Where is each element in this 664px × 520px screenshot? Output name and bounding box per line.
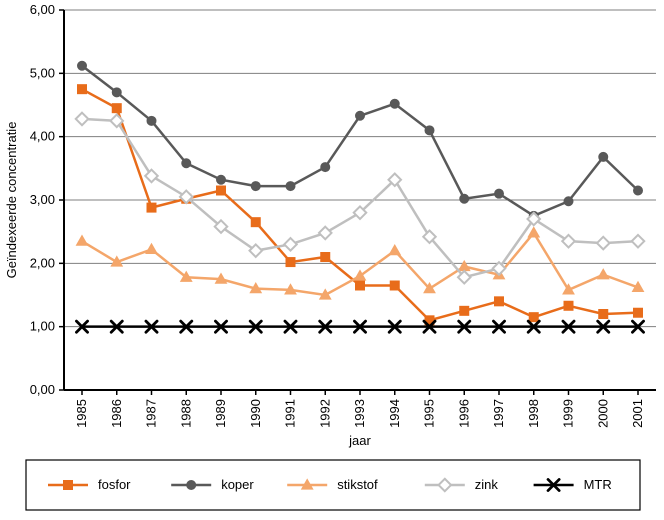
x-tick-label-group: 1985 bbox=[74, 399, 89, 428]
x-tick-label: 1987 bbox=[144, 399, 159, 428]
series-marker bbox=[634, 308, 643, 317]
legend-label: MTR bbox=[584, 477, 612, 492]
x-tick-label-group: 2000 bbox=[595, 399, 610, 428]
series-marker bbox=[460, 194, 469, 203]
y-tick-label: 2,00 bbox=[30, 255, 55, 270]
series-marker bbox=[634, 186, 643, 195]
chart-svg: 0,00 1,00 2,00 3,00 4,00 5,00 6,00 1985 1986 1987… bbox=[0, 0, 664, 520]
series-marker bbox=[251, 218, 260, 227]
x-tick-label: 1989 bbox=[213, 399, 228, 428]
series-marker bbox=[112, 88, 121, 97]
x-tick-label-group: 1997 bbox=[491, 399, 506, 428]
legend-marker bbox=[64, 481, 73, 490]
x-tick-label: 1988 bbox=[178, 399, 193, 428]
series-marker bbox=[147, 203, 156, 212]
x-tick-label-group: 1986 bbox=[109, 399, 124, 428]
x-tick-label-group: 1991 bbox=[283, 399, 298, 428]
series-marker bbox=[147, 116, 156, 125]
y-tick-label: 5,00 bbox=[30, 65, 55, 80]
series-marker bbox=[321, 253, 330, 262]
legend-label: zink bbox=[475, 477, 499, 492]
x-tick-label: 1994 bbox=[387, 399, 402, 428]
series-marker bbox=[529, 313, 538, 322]
x-tick-label: 1986 bbox=[109, 399, 124, 428]
x-tick-label-group: 1996 bbox=[456, 399, 471, 428]
series-marker bbox=[495, 189, 504, 198]
series-marker bbox=[286, 258, 295, 267]
x-tick-label: 2000 bbox=[595, 399, 610, 428]
concentration-line-chart: 0,00 1,00 2,00 3,00 4,00 5,00 6,00 1985 1986 1987… bbox=[0, 0, 664, 520]
y-axis-title: Geïndexeerde concentratie bbox=[4, 122, 19, 279]
x-tick-label: 1998 bbox=[526, 399, 541, 428]
x-axis-title: jaar bbox=[348, 433, 371, 448]
x-tick-label: 1985 bbox=[74, 399, 89, 428]
legend-label: fosfor bbox=[98, 477, 131, 492]
y-tick-label: 6,00 bbox=[30, 2, 55, 17]
series-marker bbox=[599, 152, 608, 161]
series-marker bbox=[182, 159, 191, 168]
legend-label: koper bbox=[221, 477, 254, 492]
x-tick-label: 1992 bbox=[317, 399, 332, 428]
series-marker bbox=[78, 61, 87, 70]
legend-marker bbox=[187, 481, 196, 490]
x-tick-label-group: 1994 bbox=[387, 399, 402, 428]
series-marker bbox=[321, 163, 330, 172]
series-marker bbox=[217, 175, 226, 184]
y-tick-label: 0,00 bbox=[30, 382, 55, 397]
series-marker bbox=[564, 197, 573, 206]
series-marker bbox=[425, 126, 434, 135]
x-tick-label-group: 2001 bbox=[630, 399, 645, 428]
series-marker bbox=[356, 281, 365, 290]
series-marker bbox=[599, 310, 608, 319]
x-tick-label-group: 1990 bbox=[248, 399, 263, 428]
x-tick-label-group: 1988 bbox=[178, 399, 193, 428]
x-tick-label-group: 1998 bbox=[526, 399, 541, 428]
x-tick-label-group: 1987 bbox=[144, 399, 159, 428]
x-tick-label: 1993 bbox=[352, 399, 367, 428]
x-tick-label-group: 1989 bbox=[213, 399, 228, 428]
series-marker bbox=[217, 186, 226, 195]
x-tick-label-group: 1992 bbox=[317, 399, 332, 428]
series-marker bbox=[112, 104, 121, 113]
series-marker bbox=[286, 182, 295, 191]
x-tick-label: 1990 bbox=[248, 399, 263, 428]
x-tick-label: 1991 bbox=[283, 399, 298, 428]
y-tick-label: 1,00 bbox=[30, 319, 55, 334]
y-tick-label: 4,00 bbox=[30, 129, 55, 144]
x-tick-label: 1999 bbox=[561, 399, 576, 428]
x-tick-label-group: 1995 bbox=[422, 399, 437, 428]
x-tick-label-group: 1993 bbox=[352, 399, 367, 428]
x-tick-label: 1997 bbox=[491, 399, 506, 428]
x-tick-label-group: 1999 bbox=[561, 399, 576, 428]
x-tick-label: 1996 bbox=[456, 399, 471, 428]
series-marker bbox=[390, 99, 399, 108]
series-marker bbox=[460, 306, 469, 315]
series-marker bbox=[564, 301, 573, 310]
series-marker bbox=[495, 297, 504, 306]
series-marker bbox=[251, 182, 260, 191]
series-marker bbox=[78, 85, 87, 94]
series-marker bbox=[390, 281, 399, 290]
x-tick-label: 1995 bbox=[422, 399, 437, 428]
series-marker bbox=[356, 111, 365, 120]
y-tick-label: 3,00 bbox=[30, 192, 55, 207]
x-tick-label: 2001 bbox=[630, 399, 645, 428]
legend-label: stikstof bbox=[337, 477, 378, 492]
